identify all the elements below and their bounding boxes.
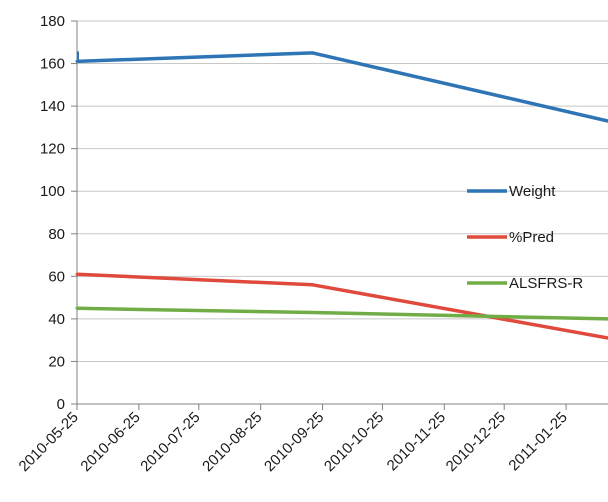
y-tick-label: 0 (57, 396, 65, 413)
legend-label: %Pred (509, 229, 554, 246)
data-point (311, 283, 315, 287)
x-tick-label: 2010-09-25 (261, 409, 327, 475)
y-tick-label: 120 (40, 141, 65, 158)
y-axis: 0 20 40 60 80 100 120 140 160 180 (40, 13, 78, 413)
x-tick-label: 2010-05-25 (16, 409, 82, 475)
x-tick-label: 2010-11-25 (384, 409, 449, 474)
x-tick-label: 2010-06-25 (77, 409, 143, 475)
x-tick-label: 2010-07-25 (137, 409, 203, 475)
y-tick-label: 40 (48, 311, 65, 328)
y-tick-label: 140 (40, 98, 65, 115)
series-line-alsfrs-r (76, 306, 608, 321)
gridlines (77, 20, 608, 362)
x-axis: 2010-05-252010-06-252010-07-252010-08-25… (16, 403, 608, 475)
x-tick-label: 2010-12-25 (443, 409, 509, 475)
data-point (311, 51, 315, 55)
data-point (75, 272, 79, 276)
x-tick-label: 2011-01-25 (505, 409, 570, 474)
series-lines (75, 51, 608, 340)
x-tick-label: 2010-08-25 (199, 409, 265, 475)
data-point (75, 306, 79, 310)
y-tick-label: 160 (40, 56, 65, 73)
y-tick-label: 20 (48, 353, 65, 370)
legend: Weight %Pred ALSFRS-R (467, 183, 583, 292)
y-tick-label: 60 (48, 268, 65, 285)
y-tick-label: 80 (48, 226, 65, 243)
legend-label: Weight (509, 183, 556, 200)
legend-label: ALSFRS-R (509, 275, 583, 292)
y-tick-label: 100 (40, 183, 65, 200)
x-tick-label: 2010-10-25 (321, 409, 387, 475)
data-point (311, 311, 315, 315)
y-tick-label: 180 (40, 13, 65, 30)
